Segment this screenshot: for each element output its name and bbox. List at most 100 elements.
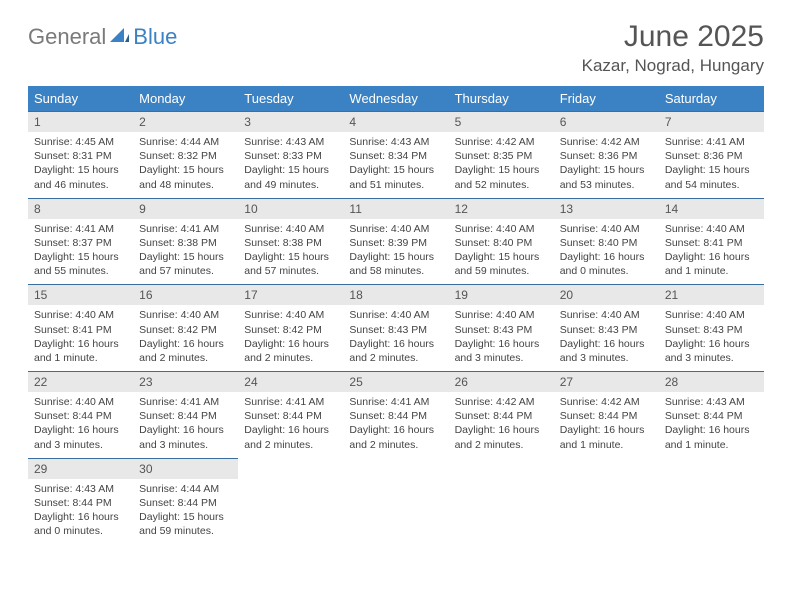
- day-number: 9: [133, 198, 238, 219]
- day-number: 16: [133, 284, 238, 305]
- calendar-cell: 1Sunrise: 4:45 AMSunset: 8:31 PMDaylight…: [28, 111, 133, 198]
- sunrise-text: Sunrise: 4:40 AM: [349, 222, 442, 236]
- day-number: 28: [659, 371, 764, 392]
- sunrise-text: Sunrise: 4:44 AM: [139, 135, 232, 149]
- sunset-text: Sunset: 8:43 PM: [349, 323, 442, 337]
- sunrise-text: Sunrise: 4:41 AM: [665, 135, 758, 149]
- day-details: Sunrise: 4:40 AMSunset: 8:40 PMDaylight:…: [554, 219, 659, 285]
- sunrise-text: Sunrise: 4:40 AM: [455, 308, 548, 322]
- weekday-header: Monday: [133, 86, 238, 111]
- calendar-cell: ..: [449, 458, 554, 545]
- sunrise-text: Sunrise: 4:42 AM: [560, 395, 653, 409]
- sunrise-text: Sunrise: 4:40 AM: [139, 308, 232, 322]
- day-number: 8: [28, 198, 133, 219]
- calendar-cell: 13Sunrise: 4:40 AMSunset: 8:40 PMDayligh…: [554, 198, 659, 285]
- sunrise-text: Sunrise: 4:43 AM: [34, 482, 127, 496]
- sunrise-text: Sunrise: 4:40 AM: [665, 308, 758, 322]
- calendar-cell: 29Sunrise: 4:43 AMSunset: 8:44 PMDayligh…: [28, 458, 133, 545]
- sunrise-text: Sunrise: 4:40 AM: [665, 222, 758, 236]
- sunset-text: Sunset: 8:43 PM: [665, 323, 758, 337]
- sunset-text: Sunset: 8:36 PM: [560, 149, 653, 163]
- day-details: Sunrise: 4:41 AMSunset: 8:36 PMDaylight:…: [659, 132, 764, 198]
- calendar-cell: 27Sunrise: 4:42 AMSunset: 8:44 PMDayligh…: [554, 371, 659, 458]
- calendar-table: Sunday Monday Tuesday Wednesday Thursday…: [28, 86, 764, 544]
- day-number: 25: [343, 371, 448, 392]
- sunrise-text: Sunrise: 4:40 AM: [560, 222, 653, 236]
- daylight-text: Daylight: 16 hours and 0 minutes.: [560, 250, 653, 278]
- day-details: Sunrise: 4:40 AMSunset: 8:43 PMDaylight:…: [343, 305, 448, 371]
- calendar-cell: 23Sunrise: 4:41 AMSunset: 8:44 PMDayligh…: [133, 371, 238, 458]
- calendar-cell: 26Sunrise: 4:42 AMSunset: 8:44 PMDayligh…: [449, 371, 554, 458]
- sunset-text: Sunset: 8:43 PM: [455, 323, 548, 337]
- day-details: Sunrise: 4:41 AMSunset: 8:44 PMDaylight:…: [238, 392, 343, 458]
- daylight-text: Daylight: 16 hours and 1 minute.: [34, 337, 127, 365]
- sunrise-text: Sunrise: 4:42 AM: [560, 135, 653, 149]
- day-number: 26: [449, 371, 554, 392]
- day-number: 19: [449, 284, 554, 305]
- sunset-text: Sunset: 8:38 PM: [244, 236, 337, 250]
- day-number: 3: [238, 111, 343, 132]
- calendar-cell: 22Sunrise: 4:40 AMSunset: 8:44 PMDayligh…: [28, 371, 133, 458]
- weekday-header: Thursday: [449, 86, 554, 111]
- calendar-cell: 15Sunrise: 4:40 AMSunset: 8:41 PMDayligh…: [28, 284, 133, 371]
- calendar-cell: ..: [554, 458, 659, 545]
- daylight-text: Daylight: 15 hours and 54 minutes.: [665, 163, 758, 191]
- logo-word1: General: [28, 24, 106, 50]
- day-details: Sunrise: 4:43 AMSunset: 8:44 PMDaylight:…: [659, 392, 764, 458]
- day-number: 12: [449, 198, 554, 219]
- daylight-text: Daylight: 15 hours and 59 minutes.: [455, 250, 548, 278]
- daylight-text: Daylight: 16 hours and 2 minutes.: [244, 423, 337, 451]
- day-number: 15: [28, 284, 133, 305]
- daylight-text: Daylight: 16 hours and 2 minutes.: [139, 337, 232, 365]
- calendar-cell: 24Sunrise: 4:41 AMSunset: 8:44 PMDayligh…: [238, 371, 343, 458]
- sunset-text: Sunset: 8:44 PM: [560, 409, 653, 423]
- calendar-cell: 25Sunrise: 4:41 AMSunset: 8:44 PMDayligh…: [343, 371, 448, 458]
- daylight-text: Daylight: 15 hours and 58 minutes.: [349, 250, 442, 278]
- day-details: Sunrise: 4:40 AMSunset: 8:41 PMDaylight:…: [659, 219, 764, 285]
- daylight-text: Daylight: 16 hours and 3 minutes.: [560, 337, 653, 365]
- daylight-text: Daylight: 16 hours and 1 minute.: [560, 423, 653, 451]
- day-number: 23: [133, 371, 238, 392]
- day-details: Sunrise: 4:40 AMSunset: 8:40 PMDaylight:…: [449, 219, 554, 285]
- daylight-text: Daylight: 16 hours and 0 minutes.: [34, 510, 127, 538]
- sunrise-text: Sunrise: 4:44 AM: [139, 482, 232, 496]
- calendar-cell: 8Sunrise: 4:41 AMSunset: 8:37 PMDaylight…: [28, 198, 133, 285]
- sunset-text: Sunset: 8:42 PM: [244, 323, 337, 337]
- sunrise-text: Sunrise: 4:43 AM: [665, 395, 758, 409]
- sunrise-text: Sunrise: 4:40 AM: [560, 308, 653, 322]
- sunset-text: Sunset: 8:44 PM: [455, 409, 548, 423]
- sunset-text: Sunset: 8:40 PM: [455, 236, 548, 250]
- day-details: Sunrise: 4:40 AMSunset: 8:44 PMDaylight:…: [28, 392, 133, 458]
- sunrise-text: Sunrise: 4:41 AM: [244, 395, 337, 409]
- sunrise-text: Sunrise: 4:42 AM: [455, 135, 548, 149]
- weekday-header: Saturday: [659, 86, 764, 111]
- sunset-text: Sunset: 8:43 PM: [560, 323, 653, 337]
- weekday-header: Friday: [554, 86, 659, 111]
- day-number: 21: [659, 284, 764, 305]
- sunrise-text: Sunrise: 4:40 AM: [244, 222, 337, 236]
- day-details: Sunrise: 4:44 AMSunset: 8:32 PMDaylight:…: [133, 132, 238, 198]
- sunset-text: Sunset: 8:33 PM: [244, 149, 337, 163]
- sunset-text: Sunset: 8:32 PM: [139, 149, 232, 163]
- day-number: 5: [449, 111, 554, 132]
- day-details: Sunrise: 4:43 AMSunset: 8:44 PMDaylight:…: [28, 479, 133, 545]
- weekday-header: Wednesday: [343, 86, 448, 111]
- sunrise-text: Sunrise: 4:41 AM: [139, 222, 232, 236]
- day-details: Sunrise: 4:41 AMSunset: 8:44 PMDaylight:…: [343, 392, 448, 458]
- calendar-cell: 28Sunrise: 4:43 AMSunset: 8:44 PMDayligh…: [659, 371, 764, 458]
- calendar-cell: 10Sunrise: 4:40 AMSunset: 8:38 PMDayligh…: [238, 198, 343, 285]
- calendar-cell: 6Sunrise: 4:42 AMSunset: 8:36 PMDaylight…: [554, 111, 659, 198]
- sunset-text: Sunset: 8:34 PM: [349, 149, 442, 163]
- day-number: 17: [238, 284, 343, 305]
- day-details: Sunrise: 4:43 AMSunset: 8:33 PMDaylight:…: [238, 132, 343, 198]
- day-details: Sunrise: 4:43 AMSunset: 8:34 PMDaylight:…: [343, 132, 448, 198]
- day-number: 29: [28, 458, 133, 479]
- calendar-cell: 12Sunrise: 4:40 AMSunset: 8:40 PMDayligh…: [449, 198, 554, 285]
- day-details: Sunrise: 4:44 AMSunset: 8:44 PMDaylight:…: [133, 479, 238, 545]
- calendar-cell: ..: [343, 458, 448, 545]
- calendar-cell: ..: [238, 458, 343, 545]
- day-number: 6: [554, 111, 659, 132]
- sunset-text: Sunset: 8:36 PM: [665, 149, 758, 163]
- day-number: 24: [238, 371, 343, 392]
- day-details: Sunrise: 4:45 AMSunset: 8:31 PMDaylight:…: [28, 132, 133, 198]
